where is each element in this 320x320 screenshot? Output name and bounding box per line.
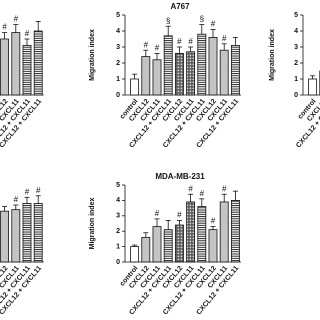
significance-marker: # (188, 37, 193, 46)
y-tick-label: 4 (116, 28, 120, 35)
y-tick-label: 0 (116, 259, 120, 266)
y-tick-label: 3 (116, 44, 120, 51)
bar (197, 206, 207, 263)
significance-marker: # (155, 209, 160, 218)
y-tick-label: 0 (294, 92, 298, 99)
significance-marker: § (200, 15, 204, 24)
bar (130, 78, 140, 96)
y-axis-label: Migration index (89, 29, 96, 81)
y-tick-label: 1 (294, 76, 298, 83)
y-tick-label: 3 (294, 44, 298, 51)
significance-marker: # (25, 29, 30, 38)
bar (22, 203, 32, 263)
significance-marker: # (177, 37, 182, 46)
bar (141, 236, 151, 263)
significance-marker: # (188, 184, 193, 193)
significance-marker: # (36, 186, 41, 195)
significance-marker: § (166, 16, 170, 25)
bar (11, 32, 21, 96)
bar (11, 209, 21, 263)
bar (308, 78, 318, 96)
bar (152, 59, 162, 96)
significance-marker: # (144, 40, 149, 49)
bar (22, 45, 32, 96)
significance-marker: # (222, 184, 227, 193)
y-axis-label: Migration index (89, 198, 96, 250)
bar (197, 33, 207, 96)
bar (219, 201, 229, 263)
bar (186, 51, 196, 96)
significance-marker: # (211, 20, 216, 29)
y-tick-label: 5 (116, 182, 120, 189)
bar (163, 229, 173, 263)
y-tick-label: 2 (116, 60, 120, 67)
significance-marker: # (25, 187, 30, 196)
bar (141, 56, 151, 96)
y-tick-label: 1 (116, 76, 120, 83)
y-tick-label: 4 (116, 197, 120, 204)
bar (33, 30, 43, 96)
bar (230, 199, 240, 263)
bar (0, 38, 10, 96)
bar (219, 49, 229, 96)
bar (152, 226, 162, 263)
y-tick-label: 3 (116, 213, 120, 220)
bar (0, 210, 10, 263)
bar (174, 53, 184, 96)
y-tick-label: 0 (116, 92, 120, 99)
significance-marker: # (14, 195, 19, 204)
y-tick-label: 2 (116, 228, 120, 235)
bar (130, 246, 140, 263)
bar (163, 35, 173, 96)
significance-marker: # (14, 15, 19, 24)
significance-marker: # (222, 34, 227, 43)
significance-marker: # (211, 217, 216, 226)
significance-marker: # (155, 44, 160, 53)
y-tick-label: 5 (116, 12, 120, 19)
significance-marker: # (177, 211, 182, 220)
y-tick-label: 2 (294, 60, 298, 67)
y-tick-label: 4 (294, 28, 298, 35)
bar (174, 224, 184, 263)
significance-marker: # (200, 189, 205, 198)
bar (186, 201, 196, 263)
y-axis-label: Migration index (269, 29, 276, 81)
y-tick-label: 5 (294, 12, 298, 19)
bar (33, 203, 43, 263)
chart-title: MDA-MB-231 (155, 172, 205, 181)
bar (208, 229, 218, 263)
bar (230, 45, 240, 96)
chart-title: A767 (170, 2, 190, 11)
significance-marker: # (2, 23, 7, 32)
y-tick-label: 1 (116, 243, 120, 250)
bar (208, 37, 218, 96)
